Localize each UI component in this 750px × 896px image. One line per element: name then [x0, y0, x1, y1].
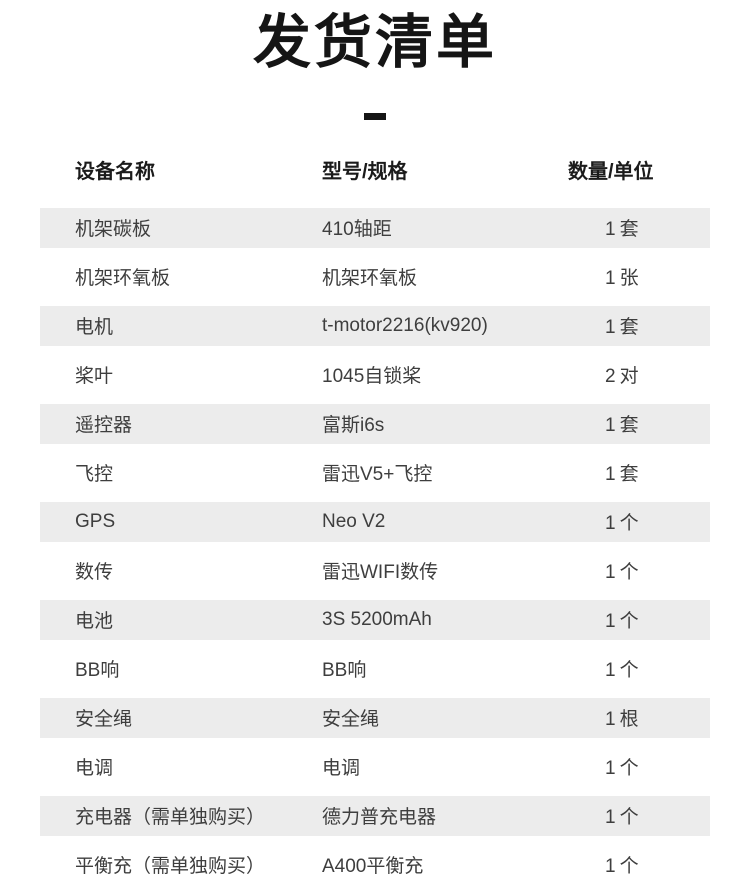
table-body: 机架碳板 410轴距 1套 机架环氧板 机架环氧板 1张 电机 t-motor2…: [40, 207, 710, 894]
column-header-quantity-unit: 数量/单位: [568, 161, 654, 184]
model-spec-cell: BB响: [322, 660, 367, 682]
device-name-cell: GPS: [75, 510, 116, 532]
quantity-unit-cell: 1个: [605, 856, 643, 878]
table-row: 数传 雷迅WIFI数传 1个: [40, 541, 710, 600]
table-row: 电池 3S 5200mAh 1个: [40, 599, 710, 640]
device-name-cell: 电调: [75, 758, 114, 780]
model-spec-cell: 雷迅V5+飞控: [322, 464, 433, 486]
quantity-unit-cell: 2对: [605, 366, 643, 388]
device-name-cell: BB响: [75, 660, 120, 682]
table-row: 平衡充（需单独购买） A400平衡充 1个: [40, 835, 710, 894]
quantity-unit-cell: 1个: [605, 758, 643, 780]
table-row: 飞控 雷迅V5+飞控 1套: [40, 443, 710, 502]
table-row: 遥控器 富斯i6s 1套: [40, 403, 710, 444]
model-spec-cell: 3S 5200mAh: [322, 608, 432, 630]
table-row: GPS Neo V2 1个: [40, 501, 710, 542]
column-header-device-name: 设备名称: [75, 161, 155, 184]
table-row: 桨叶 1045自锁桨 2对: [40, 345, 710, 404]
quantity-unit-cell: 1根: [605, 709, 643, 731]
model-spec-cell: A400平衡充: [322, 856, 424, 878]
model-spec-cell: 德力普充电器: [322, 807, 437, 829]
table-row: 机架环氧板 机架环氧板 1张: [40, 247, 710, 306]
quantity-unit-cell: 1个: [605, 513, 643, 535]
model-spec-cell: 410轴距: [322, 219, 392, 241]
device-name-cell: 机架环氧板: [75, 268, 171, 290]
device-name-cell: 电机: [75, 317, 114, 339]
device-name-cell: 安全绳: [75, 709, 133, 731]
quantity-unit-cell: 1个: [605, 562, 643, 584]
quantity-unit-cell: 1套: [605, 415, 643, 437]
column-header-model-spec: 型号/规格: [322, 161, 408, 184]
quantity-unit-cell: 1套: [605, 317, 643, 339]
table-row: 机架碳板 410轴距 1套: [40, 207, 710, 248]
quantity-unit-cell: 1个: [605, 660, 643, 682]
device-name-cell: 平衡充（需单独购买）: [75, 856, 266, 878]
device-name-cell: 飞控: [75, 464, 114, 486]
device-name-cell: 机架碳板: [75, 219, 152, 241]
model-spec-cell: 富斯i6s: [322, 415, 385, 437]
quantity-unit-cell: 1张: [605, 268, 643, 290]
model-spec-cell: 1045自锁桨: [322, 366, 422, 388]
device-name-cell: 电池: [75, 611, 114, 633]
model-spec-cell: 安全绳: [322, 709, 380, 731]
table-row: 充电器（需单独购买） 德力普充电器 1个: [40, 795, 710, 836]
quantity-unit-cell: 1个: [605, 611, 643, 633]
device-name-cell: 桨叶: [75, 366, 114, 388]
device-name-cell: 充电器（需单独购买）: [75, 807, 266, 829]
quantity-unit-cell: 1套: [605, 219, 643, 241]
model-spec-cell: t-motor2216(kv920): [322, 314, 488, 336]
table-row: 电机 t-motor2216(kv920) 1套: [40, 305, 710, 346]
table-row: BB响 BB响 1个: [40, 639, 710, 698]
table-header-row: 设备名称 型号/规格 数量/单位: [40, 158, 710, 184]
page-title: 发货清单: [252, 10, 497, 75]
table-row: 电调 电调 1个: [40, 737, 710, 796]
quantity-unit-cell: 1套: [605, 464, 643, 486]
model-spec-cell: Neo V2: [322, 510, 386, 532]
table-row: 安全绳 安全绳 1根: [40, 697, 710, 738]
device-name-cell: 遥控器: [75, 415, 133, 437]
title-divider-dash: [364, 112, 386, 120]
device-name-cell: 数传: [75, 562, 114, 584]
model-spec-cell: 雷迅WIFI数传: [322, 562, 439, 584]
model-spec-cell: 机架环氧板: [322, 268, 418, 290]
quantity-unit-cell: 1个: [605, 807, 643, 829]
model-spec-cell: 电调: [322, 758, 361, 780]
